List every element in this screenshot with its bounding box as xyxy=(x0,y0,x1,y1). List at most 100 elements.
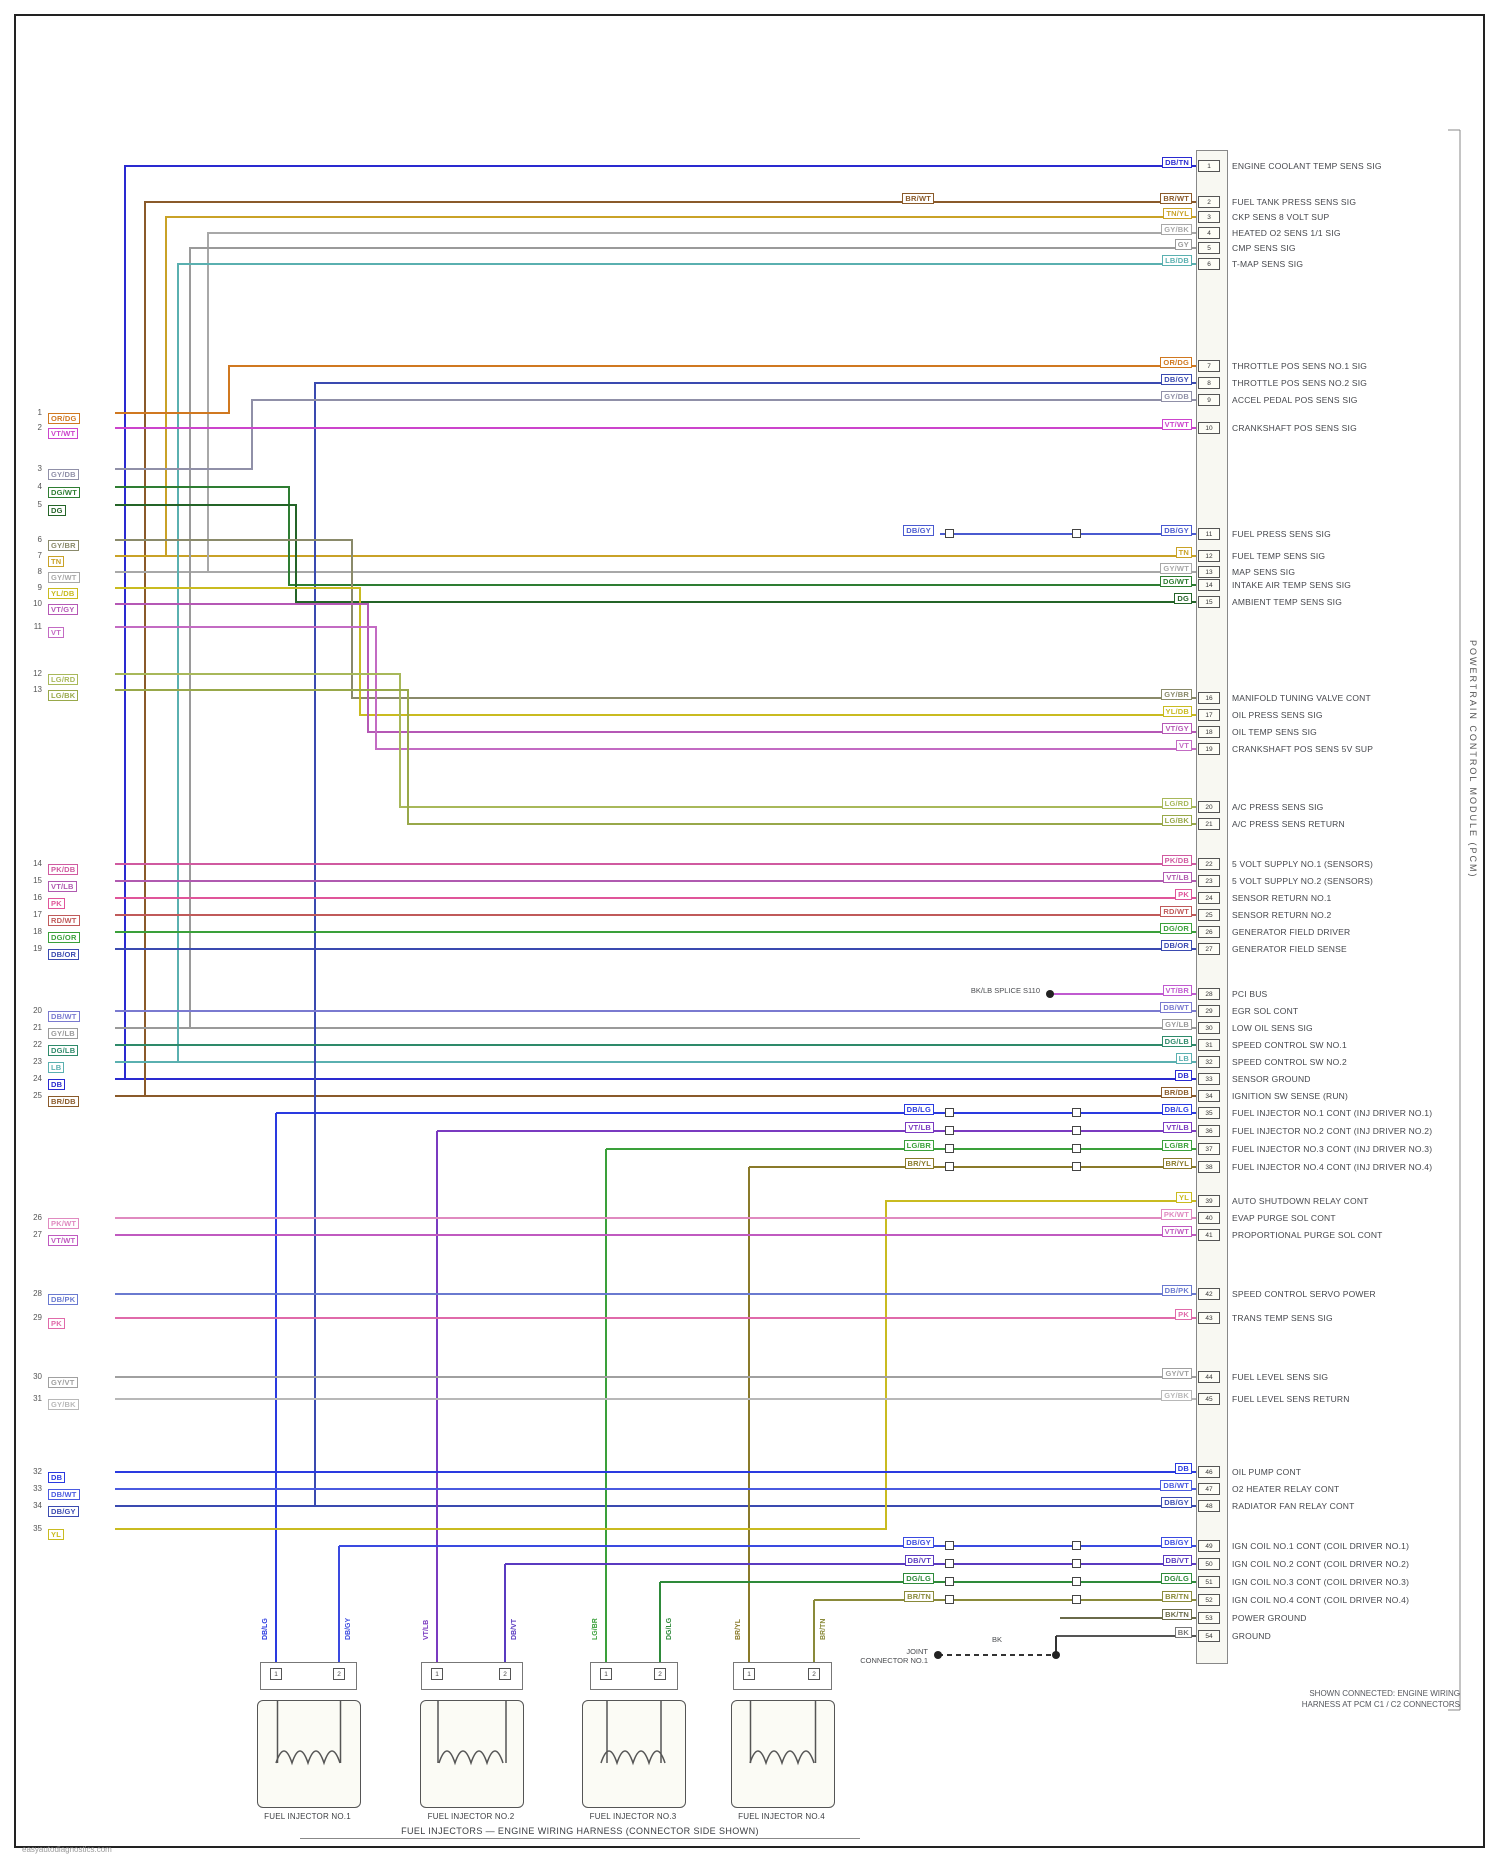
pcm-pin: 10 xyxy=(1198,422,1220,434)
joint-connector-label-line: CONNECTOR NO.1 xyxy=(860,1656,928,1665)
pcm-pin: 3 xyxy=(1198,211,1220,223)
inline-connector-mark xyxy=(1072,1126,1081,1135)
harness-pin-number: 4 xyxy=(37,482,42,491)
wire-color-code-wrap: PK xyxy=(48,893,112,911)
pcm-pin: 53 xyxy=(1198,1612,1220,1624)
wire-color-code: PK/WT xyxy=(1160,1209,1192,1220)
pcm-module-label: POWERTRAIN CONTROL MODULE (PCM) xyxy=(1468,640,1478,879)
pcm-pin-description: GENERATOR FIELD SENSE xyxy=(1232,944,1347,954)
pcm-pin: 32 xyxy=(1198,1056,1220,1068)
wire-color-code: VT xyxy=(1176,740,1192,751)
wire-color-code-wrap: VT/LB xyxy=(1098,867,1192,885)
wire-color-code-vertical: DG/LG xyxy=(666,1617,673,1640)
wire-color-code: GY/DB xyxy=(1161,391,1192,402)
pcm-pin: 19 xyxy=(1198,743,1220,755)
inline-connector-mark xyxy=(1072,1108,1081,1117)
pcm-pin-description: AMBIENT TEMP SENS SIG xyxy=(1232,597,1343,607)
wire-color-code: PK xyxy=(48,898,65,909)
harness-pin-number: 24 xyxy=(33,1074,42,1083)
pcm-pin-description: CKP SENS 8 VOLT SUP xyxy=(1232,212,1330,222)
wire-color-code: DB/WT xyxy=(1160,1002,1192,1013)
wire-color-code-wrap: OR/DG xyxy=(48,408,112,426)
pcm-pin: 12 xyxy=(1198,550,1220,562)
inline-connector-mark xyxy=(945,1162,954,1171)
wire-color-code-wrap: BR/YL xyxy=(1098,1153,1192,1171)
wire-color-code-wrap: DB/GY xyxy=(1098,369,1192,387)
pcm-pin-description: A/C PRESS SENS SIG xyxy=(1232,802,1324,812)
wire-color-code-wrap: YL/DB xyxy=(1098,701,1192,719)
pcm-pin: 47 xyxy=(1198,1483,1220,1495)
harness-pin-number: 14 xyxy=(33,859,42,868)
note-line-1: SHOWN CONNECTED: ENGINE WIRING xyxy=(1309,1689,1460,1698)
wire-color-code: GY/DB xyxy=(48,469,79,480)
wire-color-code: DG/LB xyxy=(1161,1036,1192,1047)
injector-coil-icon xyxy=(748,1701,816,1766)
wire-color-code-wrap: VT xyxy=(1098,735,1192,753)
wire-color-code: VT xyxy=(48,627,64,638)
wire-color-code-wrap: YL xyxy=(1098,1187,1192,1205)
wire-color-code-vertical: LG/BR xyxy=(592,1618,599,1640)
wire-color-code: LG/BR xyxy=(1161,1140,1192,1151)
pcm-pin-description: CMP SENS SIG xyxy=(1232,243,1296,253)
harness-pin-number: 25 xyxy=(33,1091,42,1100)
inline-connector-mark xyxy=(1072,529,1081,538)
inline-connector-mark xyxy=(1072,1577,1081,1586)
wire-color-code: BR/WT xyxy=(1160,193,1192,204)
pcm-pin-description: EGR SOL CONT xyxy=(1232,1006,1299,1016)
wire-color-code2-wrap: DG/LG xyxy=(830,1568,934,1586)
wire-color-code-wrap: PK/DB xyxy=(48,859,112,877)
wire-color-code: BR/TN xyxy=(1162,1591,1192,1602)
inline-connector-mark xyxy=(945,1595,954,1604)
pcm-pin-description: GROUND xyxy=(1232,1631,1271,1641)
wire-color-code-wrap: BR/TN xyxy=(1098,1586,1192,1604)
wire-color-code-wrap: LG/RD xyxy=(48,669,112,687)
wire-color-code: YL/DB xyxy=(1162,706,1192,717)
pcm-pin-description: FUEL LEVEL SENS RETURN xyxy=(1232,1394,1350,1404)
pcm-pin-description: POWER GROUND xyxy=(1232,1613,1307,1623)
wire-color-code-wrap: VT xyxy=(48,622,112,640)
wire-color-code-wrap: DB/GY xyxy=(1098,1492,1192,1510)
wire-color-code: DB/GY xyxy=(1161,374,1192,385)
harness-pin-number: 18 xyxy=(33,927,42,936)
injector-label: FUEL INJECTOR NO.2 xyxy=(427,1812,515,1821)
pcm-pin: 27 xyxy=(1198,943,1220,955)
injector-coil-icon xyxy=(274,1701,341,1766)
pcm-pin: 1 xyxy=(1198,160,1220,172)
wire-color-code-wrap: LB xyxy=(48,1057,112,1075)
pcm-pin: 33 xyxy=(1198,1073,1220,1085)
pcm-pin-description: CRANKSHAFT POS SENS 5V SUP xyxy=(1232,744,1374,754)
wire-color-code: DG xyxy=(1174,593,1192,604)
wire-color-code: RD/WT xyxy=(48,915,80,926)
wire-color-code: VT/LB xyxy=(905,1122,934,1133)
diagram-caption: FUEL INJECTORS — ENGINE WIRING HARNESS (… xyxy=(300,1826,860,1839)
pcm-pin: 39 xyxy=(1198,1195,1220,1207)
wire-color-code: GY/BK xyxy=(1161,224,1192,235)
wire-color-code: PK/DB xyxy=(48,864,79,875)
watermark-text: easyautodiagnostics.com xyxy=(22,1845,112,1854)
wire-color-code2-wrap: VT/LB xyxy=(830,1117,934,1135)
wire-color-code-wrap: VT/GY xyxy=(1098,718,1192,736)
wire-color-code: GY/VT xyxy=(1162,1368,1192,1379)
joint-connector-label: JOINT CONNECTOR NO.1 xyxy=(808,1647,928,1665)
wire-color-code-wrap: DB xyxy=(48,1074,112,1092)
note-line-2: HARNESS AT PCM C1 / C2 CONNECTORS xyxy=(1301,1700,1460,1709)
pcm-pin-description: IGN COIL NO.1 CONT (COIL DRIVER NO.1) xyxy=(1232,1541,1410,1551)
pcm-pin: 22 xyxy=(1198,858,1220,870)
injector-coil-icon xyxy=(437,1701,507,1766)
wire-color-code2-wrap: DB/GY xyxy=(830,520,934,538)
wire-color-code: VT/GY xyxy=(1162,723,1192,734)
splice-dot xyxy=(1046,990,1054,998)
wire-color-code-wrap: DB/LG xyxy=(1098,1099,1192,1117)
pcm-pin-description: LOW OIL SENS SIG xyxy=(1232,1023,1313,1033)
pcm-pin-description: FUEL INJECTOR NO.3 CONT (INJ DRIVER NO.3… xyxy=(1232,1144,1433,1154)
pcm-pin: 42 xyxy=(1198,1288,1220,1300)
wire-color-code: GY/BK xyxy=(48,1399,79,1410)
harness-pin-number: 29 xyxy=(33,1313,42,1322)
pcm-pin: 14 xyxy=(1198,579,1220,591)
wire-color-code-wrap: DG xyxy=(1098,588,1192,606)
wire-color-code-wrap: VT/WT xyxy=(1098,414,1192,432)
wire-color-code-wrap: YL/DB xyxy=(48,583,112,601)
wire-color-code: OR/DG xyxy=(48,413,80,424)
injector-pin-2: 2 xyxy=(499,1668,511,1680)
wire-color-code: DB/TN xyxy=(1162,157,1192,168)
